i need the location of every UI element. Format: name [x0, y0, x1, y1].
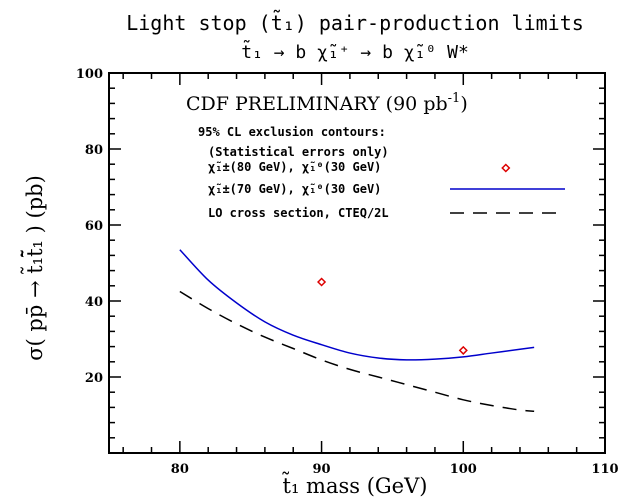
chart-subtitle: t̃₁ → b χ̃₁⁺ → b χ̃₁⁰ W* [241, 40, 469, 63]
contours-title: 95% CL exclusion contours: [198, 125, 386, 139]
y-tick-label: 60 [85, 219, 103, 234]
preliminary-close: ) [460, 93, 467, 115]
y-tick-label: 100 [76, 67, 103, 82]
x-tick-label: 80 [171, 462, 189, 477]
series-line-70gev [179, 249, 535, 361]
x-tick-label: 110 [591, 462, 618, 477]
plot-frame [108, 72, 606, 454]
preliminary-label: CDF PRELIMINARY (90 pb-1) [186, 91, 468, 115]
chart-title: Light stop (t̃₁) pair-production limits [126, 10, 584, 35]
legend-label: LO cross section, CTEQ/2L [208, 206, 389, 220]
preliminary-text: CDF PRELIMINARY (90 pb [186, 93, 448, 115]
y-tick-label: 40 [85, 295, 103, 310]
y-tick-label: 80 [85, 143, 103, 158]
legend: χ̃₁±(80 GeV), χ̃₁⁰(30 GeV) χ̃₁±(70 GeV), … [208, 160, 565, 220]
legend-label: χ̃₁±(80 GeV), χ̃₁⁰(30 GeV) [208, 160, 381, 174]
x-axis-label: t̃₁ mass (GeV) [282, 471, 427, 498]
data-point-marker [458, 345, 468, 355]
series-line-lo-cross-section [179, 290, 535, 412]
x-tick-label: 100 [450, 462, 477, 477]
axis-ticks [109, 72, 606, 454]
data-point-marker [317, 277, 327, 287]
y-axis-label: σ( pp̄ → t̃₁t̃̄₁ ) (pb) [20, 175, 47, 361]
contours-note: (Statistical errors only) [208, 145, 389, 159]
data-point-marker [501, 163, 511, 173]
series-layer [179, 163, 535, 412]
preliminary-superscript: -1 [448, 91, 461, 106]
legend-label: χ̃₁±(70 GeV), χ̃₁⁰(30 GeV) [208, 182, 381, 196]
x-tick-label: 90 [313, 462, 331, 477]
tick-labels: 80 90 100 110 20 40 60 80 100 [76, 67, 619, 477]
y-tick-label: 20 [85, 371, 103, 386]
